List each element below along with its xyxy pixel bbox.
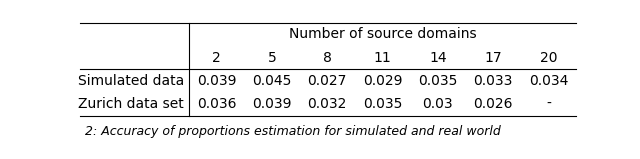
Text: -: -: [546, 97, 551, 111]
Text: 0.035: 0.035: [418, 74, 458, 88]
Text: Number of source domains: Number of source domains: [289, 27, 476, 41]
Text: 0.039: 0.039: [252, 97, 292, 111]
Text: 0.029: 0.029: [363, 74, 403, 88]
Text: Zurich data set: Zurich data set: [79, 97, 184, 111]
Text: 0.027: 0.027: [308, 74, 347, 88]
Text: 0.036: 0.036: [197, 97, 237, 111]
Text: 20: 20: [540, 51, 557, 65]
Text: 11: 11: [374, 51, 392, 65]
Text: 2: Accuracy of proportions estimation for simulated and real world: 2: Accuracy of proportions estimation fo…: [85, 125, 500, 138]
Text: 0.026: 0.026: [474, 97, 513, 111]
Text: 0.045: 0.045: [252, 74, 292, 88]
Text: 0.034: 0.034: [529, 74, 568, 88]
Text: 0.035: 0.035: [363, 97, 403, 111]
Text: 0.039: 0.039: [197, 74, 237, 88]
Text: 8: 8: [323, 51, 332, 65]
Text: 17: 17: [484, 51, 502, 65]
Text: 2: 2: [212, 51, 221, 65]
Text: 5: 5: [268, 51, 276, 65]
Text: 0.03: 0.03: [422, 97, 453, 111]
Text: 14: 14: [429, 51, 447, 65]
Text: 0.032: 0.032: [308, 97, 347, 111]
Text: 0.033: 0.033: [474, 74, 513, 88]
Text: Simulated data: Simulated data: [78, 74, 184, 88]
